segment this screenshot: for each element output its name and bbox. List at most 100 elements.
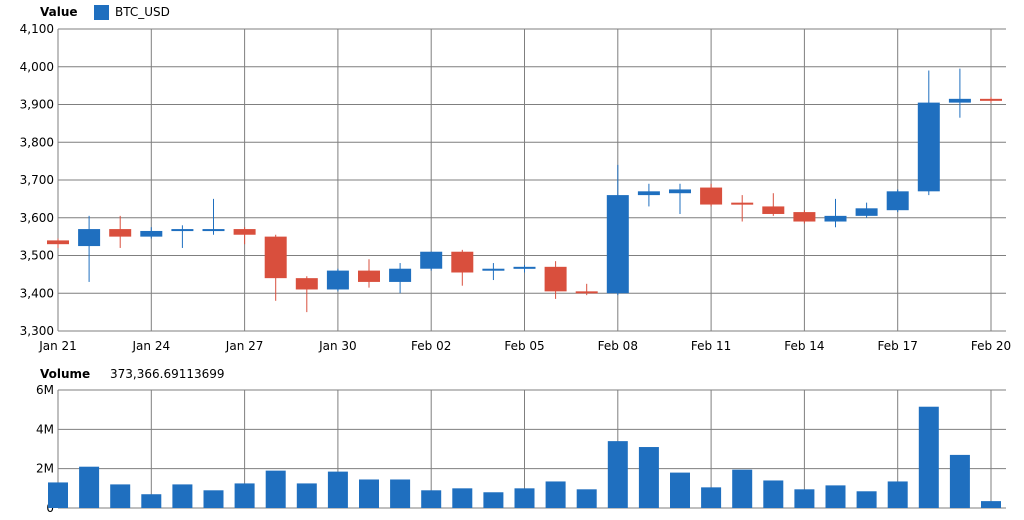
price-y-tick-label: 4,100 <box>20 22 54 36</box>
volume-bar[interactable] <box>203 490 224 508</box>
volume-bar[interactable] <box>327 471 348 508</box>
volume-bar[interactable] <box>141 494 162 508</box>
volume-bar[interactable] <box>670 472 690 508</box>
volume-bar[interactable] <box>887 481 908 508</box>
volume-y-tick-label: 2M <box>36 462 54 476</box>
price-x-tick-label: Feb 14 <box>784 339 824 353</box>
candle-body <box>575 291 598 294</box>
volume-bar[interactable] <box>949 454 970 508</box>
candle-body <box>637 191 660 196</box>
price-grid <box>57 28 1006 332</box>
price-y-tick-label: 3,500 <box>20 249 54 263</box>
candle[interactable] <box>78 215 101 282</box>
volume-bar[interactable] <box>110 484 131 508</box>
volume-bar[interactable] <box>638 447 659 508</box>
candle-body <box>824 215 847 222</box>
legend-swatch[interactable] <box>94 5 109 20</box>
candle[interactable] <box>606 164 629 296</box>
volume-bar[interactable] <box>607 441 628 508</box>
candle[interactable] <box>948 68 971 118</box>
candle[interactable] <box>575 283 598 296</box>
candle[interactable] <box>451 249 474 286</box>
candle-body <box>233 229 256 235</box>
candle[interactable] <box>669 183 691 214</box>
price-x-tick-label: Feb 05 <box>504 339 544 353</box>
volume-bar[interactable] <box>48 482 68 508</box>
volume-bar[interactable] <box>576 489 597 508</box>
volume-bar[interactable] <box>79 466 100 508</box>
candle[interactable] <box>171 225 194 248</box>
candle-body <box>669 189 691 194</box>
candle[interactable] <box>389 263 412 294</box>
volume-bar[interactable] <box>825 485 846 508</box>
candle[interactable] <box>980 96 1002 103</box>
candle[interactable] <box>917 70 940 196</box>
legend-label[interactable]: BTC_USD <box>115 5 170 19</box>
price-x-tick-label: Jan 27 <box>225 339 264 353</box>
price-y-tick-label: 3,300 <box>20 324 54 338</box>
price-x-tick-label: Feb 20 <box>971 339 1011 353</box>
candle[interactable] <box>202 198 225 235</box>
volume-bar[interactable] <box>234 483 255 508</box>
volume-bar[interactable] <box>918 406 939 508</box>
volume-bar[interactable] <box>545 481 566 508</box>
candle[interactable] <box>762 193 785 216</box>
volume-bar[interactable] <box>981 501 1001 508</box>
candle-body <box>109 229 132 237</box>
volume-bar[interactable] <box>794 489 815 508</box>
price-x-tick-label: Feb 11 <box>691 339 731 353</box>
candle[interactable] <box>233 227 256 245</box>
candle-body <box>606 195 629 294</box>
volume-header: Volume 373,366.69113699 <box>40 367 225 381</box>
volume-bar[interactable] <box>421 490 442 508</box>
candle[interactable] <box>326 268 349 292</box>
candle-body <box>420 251 443 269</box>
candle[interactable] <box>700 183 723 207</box>
candle[interactable] <box>358 259 380 288</box>
candle-body <box>451 251 474 273</box>
candle-body <box>886 191 909 211</box>
candle[interactable] <box>637 183 660 207</box>
price-x-tick-label: Jan 24 <box>132 339 171 353</box>
candle[interactable] <box>886 189 909 213</box>
candle[interactable] <box>109 215 132 248</box>
candle-body <box>389 268 412 282</box>
candle[interactable] <box>295 276 318 313</box>
volume-bar[interactable] <box>265 470 286 508</box>
price-y-tick-label: 3,600 <box>20 211 54 225</box>
candle[interactable] <box>544 261 567 299</box>
volume-y-tick-label: 6M <box>36 383 54 397</box>
volume-bar[interactable] <box>452 488 473 508</box>
volume-bar[interactable] <box>763 480 784 508</box>
candle[interactable] <box>140 227 163 239</box>
candle[interactable] <box>420 251 443 271</box>
volume-bar[interactable] <box>856 491 877 508</box>
candle-body <box>917 102 940 192</box>
volume-bar[interactable] <box>483 492 504 508</box>
candle[interactable] <box>793 210 816 224</box>
volume-bar[interactable] <box>701 487 722 508</box>
volume-bar[interactable] <box>732 469 753 508</box>
candle[interactable] <box>513 264 536 273</box>
candle-body <box>295 278 318 290</box>
candle-body <box>171 229 194 232</box>
candle[interactable] <box>855 202 878 218</box>
volume-bar[interactable] <box>390 479 411 508</box>
price-y-tick-label: 3,400 <box>20 286 54 300</box>
candle[interactable] <box>482 263 505 281</box>
candle[interactable] <box>264 234 287 301</box>
candle[interactable] <box>731 195 754 222</box>
price-axis-title: Value <box>40 5 78 19</box>
price-x-tick-label: Feb 17 <box>878 339 918 353</box>
candle[interactable] <box>47 238 69 248</box>
volume-bar[interactable] <box>296 483 317 508</box>
volume-bar[interactable] <box>172 484 193 508</box>
volume-bar-series <box>48 406 1001 508</box>
candle[interactable] <box>824 198 847 228</box>
candle-body <box>700 187 723 205</box>
volume-bar[interactable] <box>514 488 535 508</box>
volume-bar[interactable] <box>359 479 379 508</box>
price-y-tick-label: 3,800 <box>20 135 54 149</box>
candlestick-series <box>47 68 1002 313</box>
